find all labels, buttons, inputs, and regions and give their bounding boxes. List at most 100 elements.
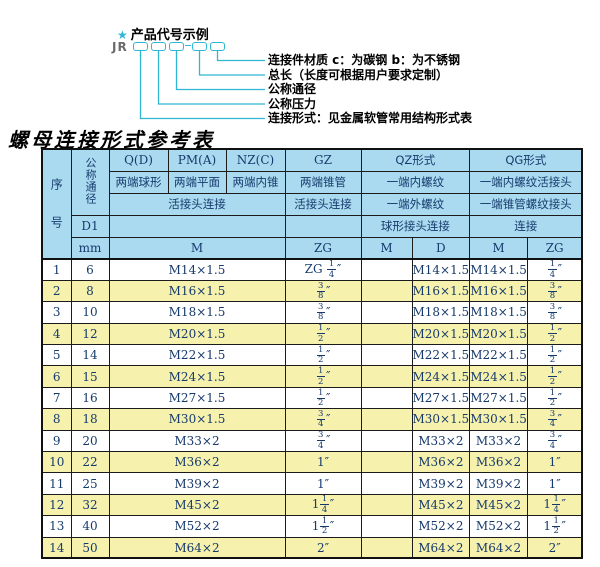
table-row: 3 10 M18×1.5 3 8 ″ M18×1.5 M18×1.5 3 8 ″	[41, 301, 583, 324]
cell-m: M39×2	[108, 472, 286, 495]
cell-seq: 2	[41, 279, 72, 303]
cell-dn: 25	[70, 472, 110, 495]
cell-qz-m	[360, 429, 413, 453]
header-seq: 序号	[41, 148, 72, 260]
label-diameter: 公称通径	[268, 82, 317, 96]
cell-qg-zg: 1 2 ″	[526, 365, 583, 388]
cell-dn: 20	[70, 429, 110, 453]
cell-m: M45×2	[108, 493, 286, 517]
cell-qg-zg: 3 4 ″	[526, 408, 583, 431]
cell-qg-m: M52×2	[469, 515, 528, 538]
cell-seq: 3	[41, 301, 72, 324]
cell-dn: 40	[70, 515, 110, 538]
cell-qg-zg: 1″	[526, 472, 583, 495]
cell-seq: 12	[41, 493, 72, 517]
cell-qg-m: M64×2	[469, 536, 528, 559]
cell-seq: 9	[41, 429, 72, 453]
cell-gz-zg: 3 4 ″	[284, 408, 362, 431]
table-row: 7 16 M27×1.5 1 2 ″ M27×1.5 M27×1.5 1 2 ″	[41, 386, 583, 410]
cell-qz-m	[360, 344, 413, 367]
header-qz-m: M	[360, 236, 413, 260]
header-pma: PM(A)	[167, 148, 227, 172]
header-qz-d: D	[411, 236, 471, 260]
cell-gz-zg: 1″	[284, 472, 362, 495]
cell-qz-d: M20×1.5	[411, 322, 471, 346]
cell-gz-zg: 1 2 ″	[284, 365, 362, 388]
header-nzc: NZ(C)	[225, 148, 286, 172]
cell-m: M24×1.5	[108, 365, 286, 388]
header-qd: Q(D)	[108, 148, 169, 172]
header-union-conn: 活接头连接	[108, 192, 286, 216]
code-box-pressure	[151, 42, 166, 51]
cell-qg-zg: 3 4 ″	[526, 429, 583, 453]
header-gz: GZ	[284, 148, 362, 172]
table-row: 9 20 M33×2 3 4 ″ M33×2 M33×2 3 4 ″	[41, 429, 583, 453]
header-qg-desc1: 一端内螺纹活接头	[469, 170, 583, 194]
header-qz-desc2: 一端外螺纹	[360, 192, 471, 216]
cell-qg-m: M16×1.5	[469, 279, 528, 303]
header-qg-conn: 连接	[469, 214, 583, 238]
cell-dn: 22	[70, 451, 110, 474]
cell-qz-m	[360, 365, 413, 388]
cell-seq: 1	[41, 257, 72, 281]
header-qg-desc2: 一端锥管螺纹接头	[469, 192, 583, 216]
code-prefix: JR	[112, 40, 128, 54]
cell-qz-d: M30×1.5	[411, 408, 471, 431]
cell-dn: 10	[70, 301, 110, 324]
cell-m: M18×1.5	[108, 301, 286, 324]
cell-gz-zg: 1 2 ″	[284, 322, 362, 346]
table-body: 1 6 M14×1.5 ZG 1 4 ″ M14×1.5 M14×1.5 1 4 ″ 2 8 M16×1.…	[41, 257, 583, 559]
leader-lines	[139, 51, 265, 120]
nut-connection-reference-table: 序号 公称通径 Q(D) PM(A) NZ(C) GZ QZ形式 QG形式 两端…	[41, 148, 584, 560]
cell-m: M52×2	[108, 515, 286, 538]
cell-seq: 13	[41, 515, 72, 538]
header-gz-desc: 两端锥管	[284, 170, 362, 194]
cell-seq: 4	[41, 322, 72, 346]
code-box-length	[192, 42, 207, 51]
cell-qg-m: M22×1.5	[469, 344, 528, 367]
cell-gz-zg: 1 1 4 ″	[284, 493, 362, 517]
cell-qz-m	[360, 279, 413, 303]
cell-dn: 18	[70, 408, 110, 431]
cell-dn: 16	[70, 386, 110, 410]
header-qg-m: M	[469, 236, 528, 260]
cell-qz-d: M64×2	[411, 536, 471, 559]
cell-qz-m	[360, 408, 413, 431]
cell-qz-d: M36×2	[411, 451, 471, 474]
table-row: 11 25 M39×2 1″ M39×2 M39×2 1″	[41, 472, 583, 495]
cell-qg-zg: 1 2 ″	[526, 386, 583, 410]
cell-gz-zg: 2″	[284, 536, 362, 559]
header-qg-zg: ZG	[526, 236, 583, 260]
header-pma-desc: 两端平面	[167, 170, 227, 194]
label-length: 总长（长度可根据用户要求定制）	[268, 67, 449, 82]
cell-gz-zg: 1 2 ″	[284, 344, 362, 367]
header-zg-gz: ZG	[284, 236, 362, 260]
cell-qz-m	[360, 322, 413, 346]
table-row: 6 15 M24×1.5 1 2 ″ M24×1.5 M24×1.5 1 2 ″	[41, 365, 583, 388]
cell-qg-m: M14×1.5	[469, 257, 528, 281]
table-header: 序号 公称通径 Q(D) PM(A) NZ(C) GZ QZ形式 QG形式 两端…	[41, 148, 583, 260]
cell-seq: 6	[41, 365, 72, 388]
cell-qz-m	[360, 386, 413, 410]
label-connection: 连接形式：见金属软管常用结构形式表	[268, 111, 473, 125]
cell-qg-zg: 1 2 ″	[526, 322, 583, 346]
cell-qg-zg: 3 8 ″	[526, 279, 583, 303]
cell-qz-m	[360, 257, 413, 281]
cell-qz-d: M45×2	[411, 493, 471, 517]
cell-qz-d: M14×1.5	[411, 257, 471, 281]
header-qz: QZ形式	[360, 148, 471, 172]
table-row: 13 40 M52×2 1 1 2 ″ M52×2 M52×2 1 1 2 ″	[41, 515, 583, 538]
code-box-diameter	[169, 42, 184, 51]
cell-m: M16×1.5	[108, 279, 286, 303]
cell-gz-zg: 1 2 ″	[284, 386, 362, 410]
table-row: 2 8 M16×1.5 3 8 ″ M16×1.5 M16×1.5 3 8 ″	[41, 279, 583, 303]
header-d1: D1	[70, 214, 110, 238]
table-row: 14 50 M64×2 2″ M64×2 M64×2 2″	[41, 536, 583, 559]
cell-qz-d: M18×1.5	[411, 301, 471, 324]
cell-qg-m: M30×1.5	[469, 408, 528, 431]
cell-qg-m: M36×2	[469, 451, 528, 474]
cell-gz-zg: 3 8 ″	[284, 279, 362, 303]
cell-dn: 8	[70, 279, 110, 303]
cell-m: M22×1.5	[108, 344, 286, 367]
